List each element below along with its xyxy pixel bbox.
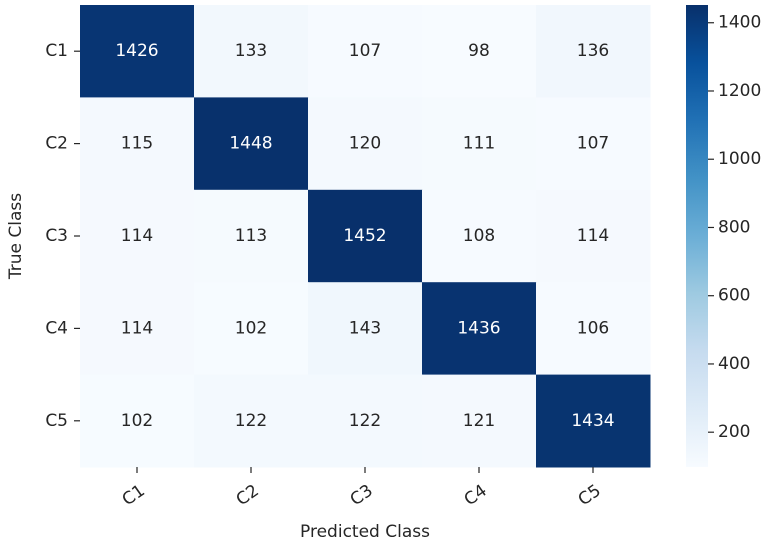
cell-label: 1436 (457, 318, 500, 338)
colorbar (686, 5, 708, 467)
colorbar-tick-label: 1200 (718, 81, 761, 101)
cell (194, 282, 309, 376)
cell (80, 97, 195, 191)
cell (422, 189, 537, 283)
cell-label: 107 (349, 41, 381, 61)
cell (194, 97, 309, 191)
y-tick-label: C4 (45, 318, 68, 338)
cell-label: 111 (463, 134, 495, 154)
cell (422, 5, 537, 98)
cell-label: 115 (121, 134, 153, 154)
cell-label: 120 (349, 134, 381, 154)
cell (80, 5, 195, 98)
cell-label: 1452 (343, 226, 386, 246)
x-axis-label: Predicted Class (300, 522, 430, 542)
cell (194, 189, 309, 283)
cell (308, 97, 423, 191)
cell (536, 282, 651, 376)
y-tick-label: C1 (45, 41, 68, 61)
cell (194, 5, 309, 98)
cell-label: 122 (349, 411, 381, 431)
x-tick-label: C2 (233, 481, 263, 510)
cell-label: 133 (235, 41, 267, 61)
cell-label: 1448 (229, 134, 272, 154)
colorbar-tick-label: 400 (718, 354, 750, 374)
cell-label: 1426 (115, 41, 158, 61)
colorbar-tick-label: 600 (718, 286, 750, 306)
cell (536, 189, 651, 283)
cell-label: 122 (235, 411, 267, 431)
cell-label: 108 (463, 226, 495, 246)
cell (308, 374, 423, 468)
colorbar-tick-label: 1000 (718, 149, 761, 169)
cell-label: 136 (577, 41, 609, 61)
colorbar-tick-label: 800 (718, 217, 750, 237)
x-tick-label: C4 (461, 481, 491, 510)
cell (422, 374, 537, 468)
cell-label: 143 (349, 318, 381, 338)
cell (422, 97, 537, 191)
y-axis-label: True Class (6, 193, 26, 280)
cell-label: 121 (463, 411, 495, 431)
cell (80, 282, 195, 376)
cell (80, 189, 195, 283)
cell (194, 374, 309, 468)
cell (422, 282, 537, 376)
x-tick-label: C5 (575, 481, 605, 510)
y-tick-label: C2 (45, 134, 68, 154)
x-tick-label: C3 (347, 481, 377, 510)
cell-label: 114 (577, 226, 609, 246)
cell (536, 5, 651, 98)
cell-label: 114 (121, 226, 153, 246)
cell-label: 107 (577, 134, 609, 154)
colorbar-tick-label: 1400 (718, 13, 761, 33)
cell (536, 374, 651, 468)
cell-label: 106 (577, 318, 609, 338)
y-tick-label: C3 (45, 226, 68, 246)
x-tick-label: C1 (119, 481, 149, 510)
cell (536, 97, 651, 191)
y-tick-label: C5 (45, 411, 68, 431)
cell (308, 282, 423, 376)
cell-label: 102 (121, 411, 153, 431)
cell (308, 5, 423, 98)
cell (80, 374, 195, 468)
cell (308, 189, 423, 283)
cell-label: 98 (468, 41, 490, 61)
colorbar-tick-label: 200 (718, 422, 750, 442)
cell-label: 102 (235, 318, 267, 338)
cell-label: 114 (121, 318, 153, 338)
cell-label: 1434 (571, 411, 614, 431)
cell-label: 113 (235, 226, 267, 246)
